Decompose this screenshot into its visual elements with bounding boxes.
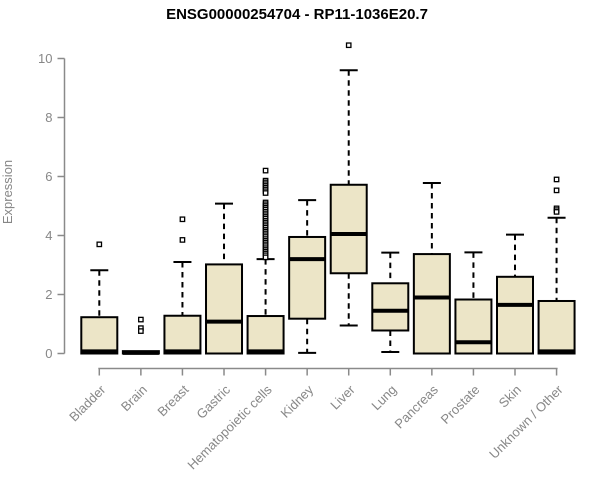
- y-tick-label: 8: [45, 110, 52, 125]
- y-tick-label: 6: [45, 169, 52, 184]
- y-tick-label: 0: [45, 346, 52, 361]
- iqr-box: [163, 314, 202, 355]
- chart-title: ENSG00000254704 - RP11-1036E20.7: [166, 6, 428, 23]
- iqr-box: [454, 298, 493, 355]
- box-skin: [496, 233, 534, 355]
- x-category-label: Lung: [368, 382, 399, 413]
- x-category-label: Brain: [118, 382, 150, 414]
- x-category-label: Breast: [154, 382, 191, 419]
- box-gastric: [205, 202, 244, 355]
- x-category-label: Pancreas: [392, 382, 442, 432]
- y-tick-label: 2: [45, 287, 52, 302]
- boxes-layer: [80, 42, 576, 355]
- iqr-box: [205, 263, 244, 355]
- x-category-label: Unknown / Other: [486, 382, 566, 462]
- box-kidney: [288, 199, 327, 354]
- box-breast: [163, 216, 202, 355]
- box-brain: [121, 316, 160, 355]
- iqr-box: [496, 275, 534, 355]
- box-unknown-other: [537, 176, 576, 355]
- box-prostate: [454, 251, 493, 355]
- iqr-box: [246, 315, 285, 355]
- outlier-point: [345, 42, 352, 49]
- outlier-point: [262, 190, 269, 196]
- x-category-label: Liver: [327, 382, 358, 413]
- box-hematopoietic-cells: [246, 167, 285, 355]
- x-category-label: Skin: [496, 382, 524, 410]
- y-tick-label: 4: [45, 228, 52, 243]
- outlier-point: [138, 316, 144, 323]
- iqr-box: [412, 253, 451, 355]
- y-tick-label: 10: [38, 51, 52, 66]
- outlier-point: [138, 328, 144, 334]
- y-axis: 0 2 4 6 8 10: [38, 51, 66, 361]
- iqr-box: [371, 282, 410, 332]
- iqr-box: [329, 183, 368, 275]
- box-lung: [371, 251, 410, 354]
- outlier-point: [262, 167, 269, 174]
- iqr-box: [537, 299, 576, 355]
- outlier-point: [179, 216, 186, 223]
- box-pancreas: [412, 181, 451, 355]
- box-liver: [329, 42, 368, 327]
- x-category-label: Gastric: [193, 382, 233, 422]
- outlier-point: [262, 254, 269, 261]
- box-bladder: [80, 241, 119, 355]
- outlier-point: [553, 209, 560, 215]
- x-category-label: Bladder: [66, 382, 109, 425]
- y-axis-title: Expression: [0, 160, 15, 224]
- x-category-label: Prostate: [438, 382, 483, 427]
- outlier-point: [179, 237, 186, 243]
- iqr-box: [80, 316, 119, 355]
- outlier-point: [553, 187, 560, 194]
- iqr-box: [288, 235, 327, 320]
- x-category-label: Kidney: [278, 382, 317, 421]
- outlier-point: [96, 241, 103, 248]
- outlier-point: [553, 176, 560, 183]
